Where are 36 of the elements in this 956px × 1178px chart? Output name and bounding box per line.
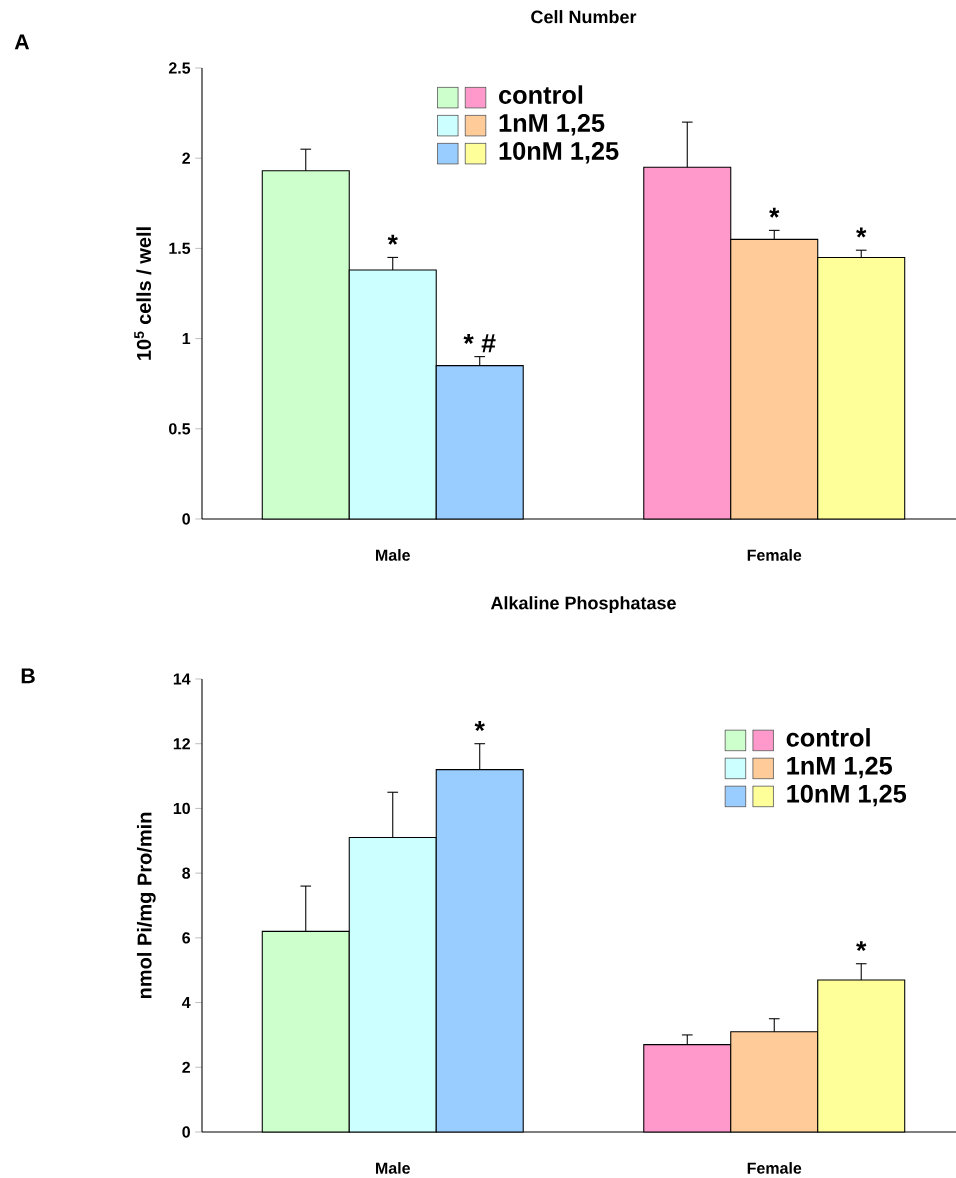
- legend-label: control: [786, 728, 870, 747]
- y-axis-title: 10$^{5}$ cells / well: [134, 227, 152, 360]
- x-tick-label: Female: [747, 549, 802, 561]
- legend-label: 1nM 1,25: [787, 756, 892, 779]
- y-tick-label: 1: [182, 333, 191, 345]
- y-axis-title: nmol Pi/mg Pro/min: [136, 812, 156, 999]
- y-tick-label: 0: [182, 513, 190, 525]
- y-tick-label: 6: [182, 932, 191, 944]
- x-tick-label: Male: [376, 1162, 410, 1174]
- x-tick-label: Male: [376, 549, 410, 561]
- data-label: *: [474, 721, 485, 732]
- x-tick-label: Female: [747, 1162, 802, 1174]
- data-label: *: [769, 207, 780, 218]
- data-label: *: [387, 234, 398, 245]
- legend-label: control: [499, 85, 583, 104]
- data-label: *: [856, 227, 867, 238]
- chart-title: Alkaline Phosphatase: [490, 596, 676, 613]
- chart-title: Cell Number: [531, 10, 637, 24]
- y-tick-label: 14: [173, 673, 191, 685]
- legend-label: 1nM 1,25: [499, 113, 605, 136]
- y-tick-label: 2.5: [168, 62, 191, 74]
- data-label: * #: [463, 334, 496, 353]
- y-tick-label: 0.5: [169, 423, 191, 435]
- legend-label: 10nM 1,25: [499, 141, 619, 164]
- text: B: [21, 668, 35, 684]
- y-tick-label: 8: [182, 867, 191, 879]
- text: A: [14, 34, 30, 50]
- y-tick-label: 2: [182, 152, 190, 164]
- y-tick-label: 12: [173, 738, 190, 750]
- legend-label: 10nM 1,25: [787, 784, 907, 807]
- y-tick-label: 0: [182, 1126, 190, 1138]
- y-tick-label: 1.5: [169, 242, 191, 254]
- data-label: *: [856, 941, 867, 952]
- y-tick-label: 4: [181, 997, 191, 1009]
- y-tick-label: 2: [182, 1061, 190, 1073]
- y-tick-label: 10: [173, 802, 190, 815]
